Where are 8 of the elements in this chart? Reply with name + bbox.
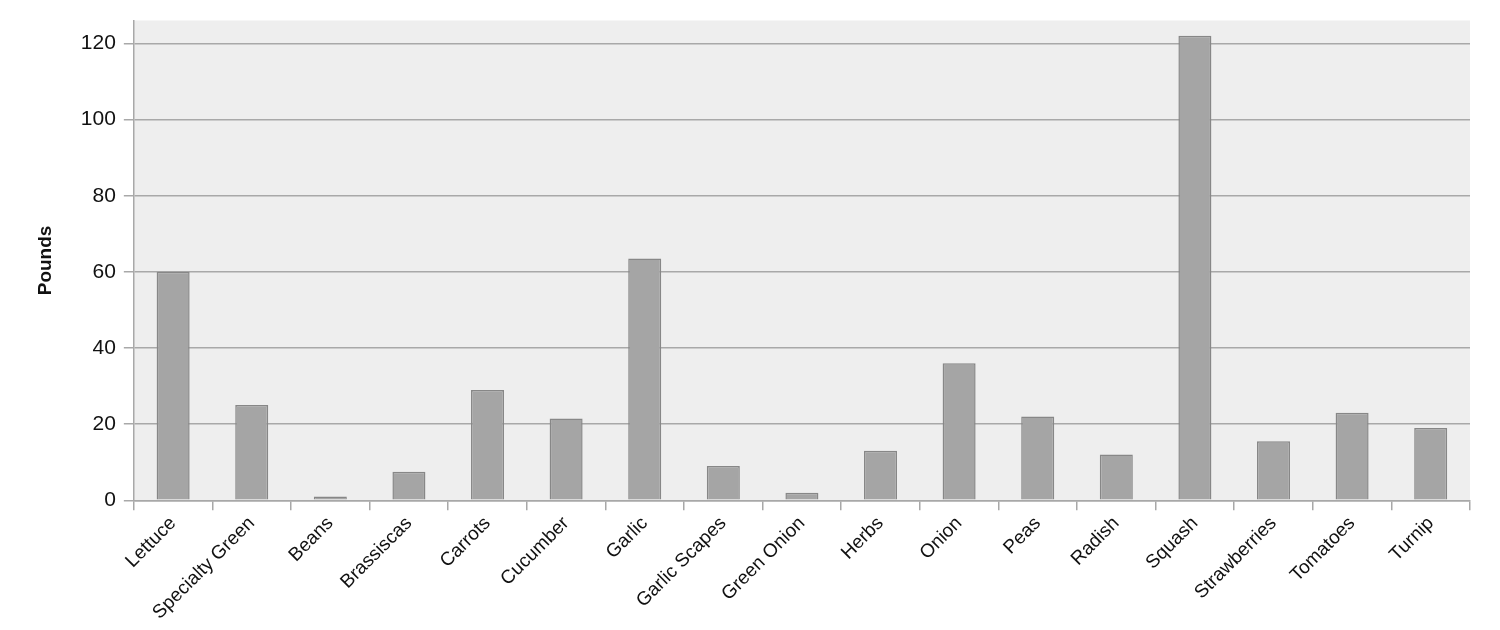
y-tick-label: 100 (80, 106, 116, 130)
y-tick-label: 120 (80, 30, 116, 54)
y-tick-label: 20 (92, 410, 116, 434)
y-tick-label: 80 (92, 182, 116, 206)
y-tick-label: 0 (104, 487, 116, 511)
y-tick-label: 60 (92, 258, 116, 282)
y-axis-title: Pounds (33, 225, 55, 296)
y-tick-label: 40 (92, 334, 116, 358)
